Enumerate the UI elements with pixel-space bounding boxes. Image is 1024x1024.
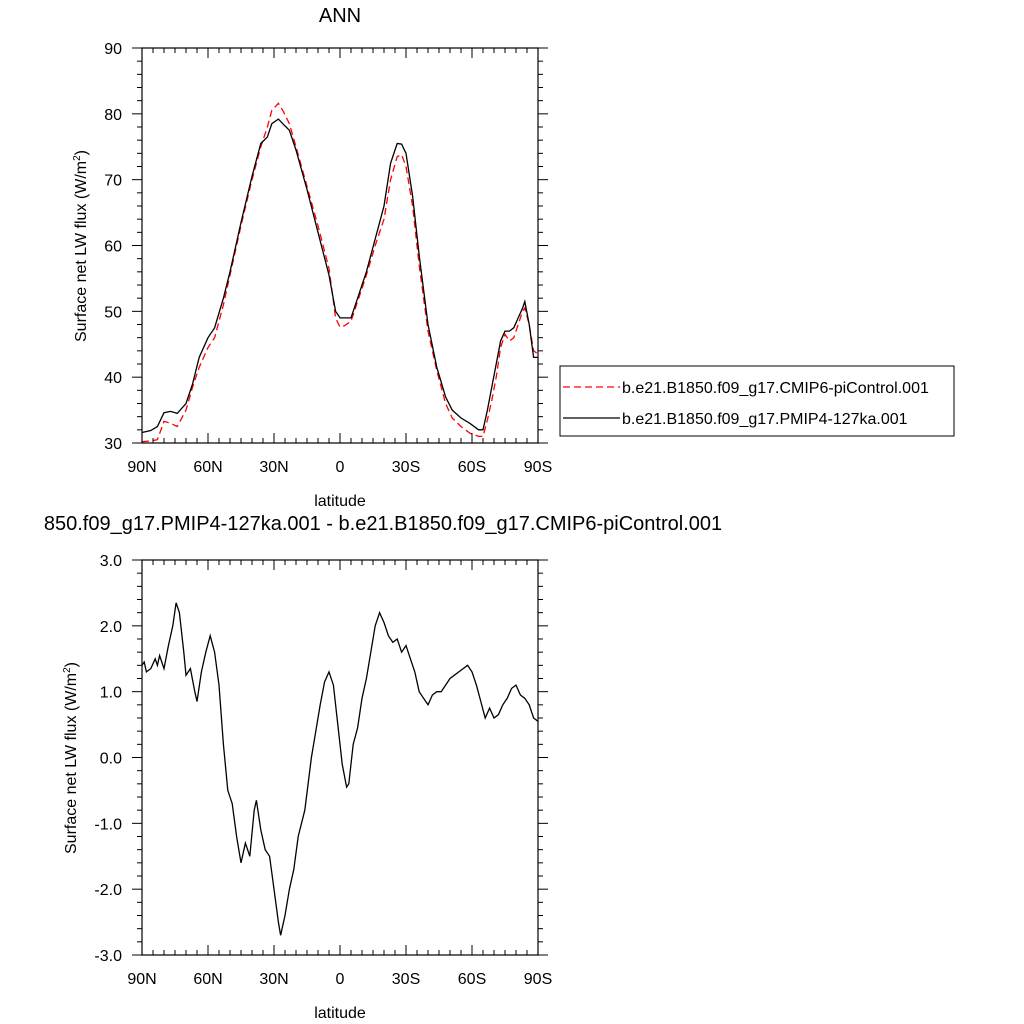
plot-frame-0 bbox=[141, 47, 539, 444]
y-tick-label: 1.0 bbox=[100, 685, 122, 702]
bottom-chart-panel: 850.f09_g17.PMIP4-127ka.001 - b.e21.B185… bbox=[44, 513, 722, 1022]
y-tick-label: 3.0 bbox=[100, 553, 122, 570]
top-y-label-close: ) bbox=[73, 150, 90, 155]
x-tick-label: 90S bbox=[524, 971, 552, 988]
x-tick-label: 60S bbox=[458, 459, 486, 476]
top-chart-y-axis-label: Surface net LW flux (W/m2) bbox=[72, 150, 90, 342]
y-tick-label: 40 bbox=[104, 370, 122, 387]
y-tick-label: 60 bbox=[104, 239, 122, 256]
series-line-0-1 bbox=[141, 118, 538, 434]
x-tick-label: 60S bbox=[458, 971, 486, 988]
x-tick-label: 0 bbox=[336, 971, 345, 988]
x-tick-label: 0 bbox=[336, 459, 345, 476]
legend-label-cmip6: b.e21.B1850.f09_g17.CMIP6-piControl.001 bbox=[622, 380, 929, 397]
series-line-0-0 bbox=[141, 102, 539, 443]
x-tick-label: 90N bbox=[127, 971, 156, 988]
bottom-chart-plot-area: 90N 60N 30N 0 30S 60S 90S 3.0 2.0 1.0 0.0 -1.0 -2.0 -… bbox=[94, 553, 552, 988]
x-tick-label: 60N bbox=[193, 971, 222, 988]
bottom-y-label-main: Surface net LW flux (W/m bbox=[63, 673, 80, 854]
x-tick-label: 30N bbox=[259, 971, 288, 988]
plot-frame-1 bbox=[141, 559, 539, 956]
top-chart-panel: ANN 90N 60N 30N 0 30S 60S 90S 30 40 50 60 70 80 90 la… bbox=[72, 5, 955, 510]
top-chart-plot-area: 90N 60N 30N 0 30S 60S 90S 30 40 50 60 70 80 90 bbox=[104, 41, 552, 476]
y-tick-label: 2.0 bbox=[100, 619, 122, 636]
x-tick-label: 90S bbox=[524, 459, 552, 476]
y-tick-label: -3.0 bbox=[94, 948, 122, 965]
y-tick-label: 70 bbox=[104, 173, 122, 190]
y-tick-label: -2.0 bbox=[94, 882, 122, 899]
x-tick-label: 60N bbox=[193, 459, 222, 476]
bottom-y-label-superscript: 2 bbox=[62, 667, 73, 673]
legend-label-pmip4: b.e21.B1850.f09_g17.PMIP4-127ka.001 bbox=[622, 411, 908, 428]
y-tick-label: 0.0 bbox=[100, 751, 122, 768]
top-chart-x-axis-label: latitude bbox=[314, 493, 366, 510]
x-tick-label: 90N bbox=[127, 459, 156, 476]
y-tick-label: 50 bbox=[104, 304, 122, 321]
y-tick-label: -1.0 bbox=[94, 816, 122, 833]
legend-box bbox=[559, 365, 955, 437]
y-tick-label: 80 bbox=[104, 107, 122, 124]
bottom-chart-y-axis-label: Surface net LW flux (W/m2) bbox=[62, 662, 80, 854]
x-tick-label: 30N bbox=[259, 459, 288, 476]
x-tick-label: 30S bbox=[392, 459, 420, 476]
top-chart-legend: b.e21.B1850.f09_g17.CMIP6-piControl.001 … bbox=[559, 365, 955, 437]
top-chart-title: ANN bbox=[319, 5, 361, 27]
bottom-y-label-close: ) bbox=[63, 662, 80, 667]
y-tick-label: 30 bbox=[104, 436, 122, 453]
bottom-chart-x-axis-label: latitude bbox=[314, 1005, 366, 1022]
x-tick-label: 30S bbox=[392, 971, 420, 988]
y-tick-label: 90 bbox=[104, 41, 122, 58]
series-line-1-0 bbox=[141, 602, 539, 936]
top-y-label-main: Surface net LW flux (W/m bbox=[73, 161, 90, 342]
top-y-label-superscript: 2 bbox=[72, 155, 83, 161]
bottom-chart-title: 850.f09_g17.PMIP4-127ka.001 - b.e21.B185… bbox=[44, 513, 722, 535]
